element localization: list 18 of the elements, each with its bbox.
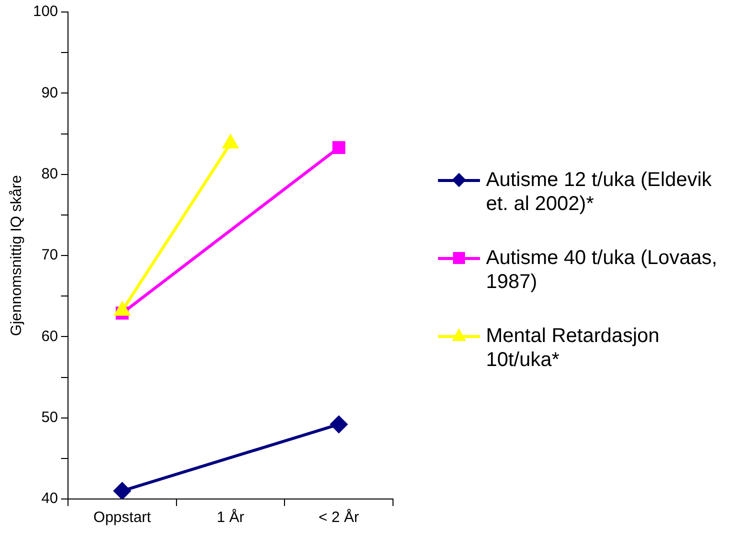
legend-label: Autisme 40 t/uka (Lovaas, 1987) (486, 246, 718, 294)
y-tick-label: 40 (41, 490, 58, 508)
y-tick-label: 100 (32, 3, 58, 20)
y-tick-label: 50 (41, 408, 58, 426)
legend-label: Mental Retardasjon 10t/uka* (486, 324, 660, 372)
point (330, 416, 348, 433)
y-tick-label: 90 (41, 84, 58, 102)
y-axis-title: Gjennomsnittig IQ skåre (8, 175, 26, 336)
x-tick-label: < 2 År (318, 508, 360, 526)
y-tick-label: 70 (41, 246, 58, 264)
point (114, 302, 130, 316)
point (114, 482, 131, 499)
y-tick-label: 60 (41, 328, 58, 345)
x-tick-label: 1 År (216, 508, 244, 526)
point (332, 141, 346, 154)
x-tick-label: Oppstart (93, 509, 152, 526)
legend-label: Autisme 12 t/uka (Eldevik et. al 2002)* (486, 168, 713, 216)
y-tick-label: 80 (41, 165, 58, 182)
